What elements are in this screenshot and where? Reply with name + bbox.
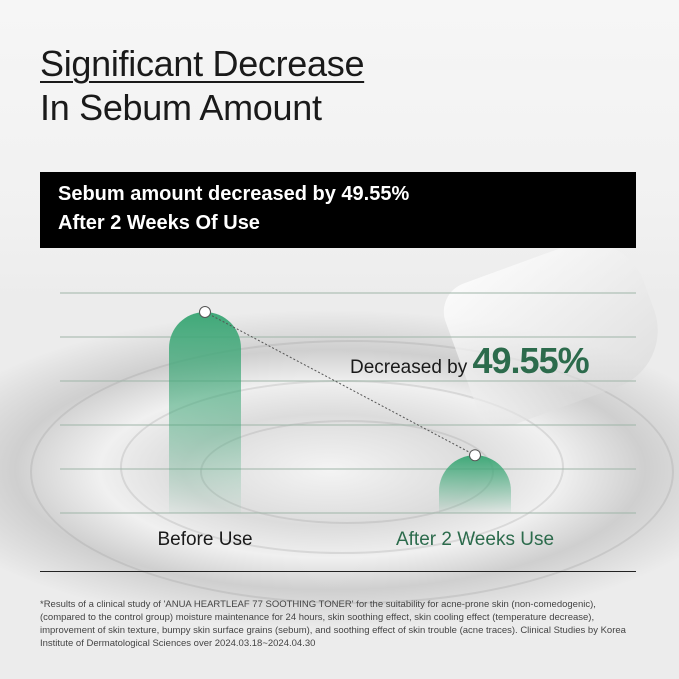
title-line-2: In Sebum Amount: [40, 87, 322, 128]
title-line-1: Significant Decrease: [40, 43, 365, 84]
bar-0: [169, 312, 241, 513]
divider: [40, 571, 636, 572]
bar-1: [439, 455, 511, 513]
category-label: After 2 Weeks Use: [396, 529, 554, 550]
page-title: Significant Decrease In Sebum Amount: [40, 42, 364, 130]
category-label: Before Use: [157, 529, 252, 550]
annotation-prefix: Decreased by: [350, 357, 473, 378]
data-point-0: [199, 306, 211, 318]
banner-text: Sebum amount decreased by: [58, 183, 342, 205]
water-ripple: [30, 340, 674, 604]
result-banner: Sebum amount decreased by 49.55% After 2…: [40, 172, 636, 248]
banner-line-2: After 2 Weeks Of Use: [58, 212, 260, 234]
annotation-value: 49.55%: [472, 340, 590, 381]
banner-percent: 49.55%: [341, 183, 410, 205]
decrease-annotation: Decreased by 49.55%: [350, 340, 590, 382]
footnote: *Results of a clinical study of 'ANUA HE…: [40, 599, 626, 649]
trend-line: [204, 311, 476, 456]
data-point-1: [469, 449, 481, 462]
